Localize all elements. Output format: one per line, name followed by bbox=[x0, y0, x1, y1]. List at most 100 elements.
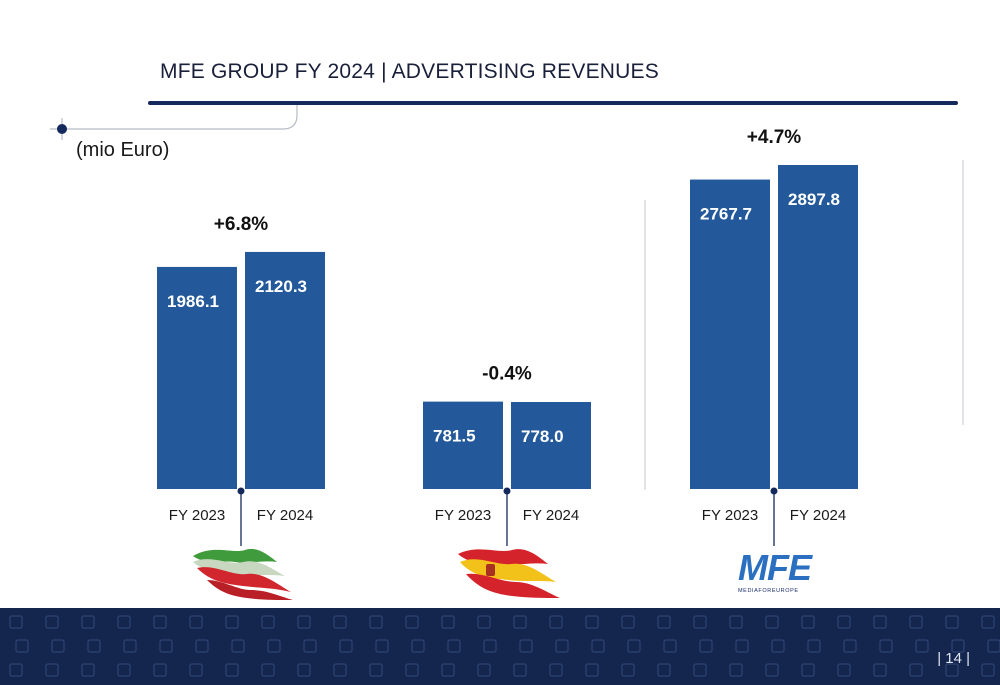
x-tick-label: FY 2023 bbox=[435, 507, 491, 524]
footer-pattern-square bbox=[987, 639, 1000, 653]
footer-band bbox=[0, 608, 1000, 685]
footer-pattern-square bbox=[765, 615, 779, 629]
x-tick-label: FY 2024 bbox=[257, 507, 313, 524]
footer-pattern-square bbox=[405, 615, 419, 629]
footer-pattern-square bbox=[837, 663, 851, 677]
footer-pattern-square bbox=[519, 639, 533, 653]
footer-pattern-square bbox=[657, 615, 671, 629]
footer-pattern-square bbox=[447, 639, 461, 653]
footer-pattern-square bbox=[699, 639, 713, 653]
footer-pattern-square bbox=[873, 615, 887, 629]
slide-title: MFE GROUP FY 2024 | ADVERTISING REVENUES bbox=[160, 60, 659, 83]
footer-pattern-square bbox=[297, 615, 311, 629]
decorative-connector bbox=[50, 105, 298, 140]
footer-pattern-square bbox=[81, 663, 95, 677]
change-label: +4.7% bbox=[747, 127, 802, 148]
italy-flag-logo bbox=[193, 548, 293, 600]
footer-pattern-square bbox=[765, 663, 779, 677]
footer-pattern-square bbox=[339, 639, 353, 653]
change-label: +6.8% bbox=[214, 214, 269, 235]
footer-pattern-square bbox=[693, 663, 707, 677]
x-tick-label: FY 2023 bbox=[169, 507, 225, 524]
mfe-logo-subtitle: MEDIAFOREUROPE bbox=[738, 588, 799, 594]
footer-pattern-square bbox=[909, 663, 923, 677]
footer-pattern-square bbox=[261, 663, 275, 677]
footer-pattern-square bbox=[945, 615, 959, 629]
footer-pattern-square bbox=[549, 663, 563, 677]
bar-value-label: 2767.7 bbox=[700, 205, 752, 224]
footer-pattern-square bbox=[801, 615, 815, 629]
footer-pattern-square bbox=[333, 663, 347, 677]
bar bbox=[157, 266, 237, 489]
page-number: | 14 | bbox=[937, 650, 970, 667]
footer-pattern-square bbox=[555, 639, 569, 653]
footer-pattern-square bbox=[909, 615, 923, 629]
bar bbox=[423, 401, 503, 489]
footer-pattern-square bbox=[303, 639, 317, 653]
group-connector-dot bbox=[770, 487, 778, 495]
mfe-logo: MFE MEDIAFOREUROPE bbox=[738, 550, 818, 600]
change-label: -0.4% bbox=[482, 364, 532, 385]
spain-flag-logo bbox=[458, 549, 560, 598]
footer-pattern-square bbox=[585, 615, 599, 629]
footer-pattern-square bbox=[663, 639, 677, 653]
footer-pattern-square bbox=[405, 663, 419, 677]
footer-pattern-square bbox=[297, 663, 311, 677]
group-connector-dot bbox=[237, 487, 245, 495]
footer-pattern-square bbox=[801, 663, 815, 677]
x-tick-label: FY 2023 bbox=[702, 507, 758, 524]
footer-pattern-square bbox=[441, 615, 455, 629]
revenue-bar-chart: 1986.1 FY 2023 2120.3 FY 2024 +6.8% 781.5 FY 2… bbox=[157, 127, 964, 546]
footer-pattern-square bbox=[807, 639, 821, 653]
bar bbox=[690, 179, 770, 490]
footer-pattern-square bbox=[621, 615, 635, 629]
footer-pattern-square bbox=[915, 639, 929, 653]
footer-pattern-square bbox=[981, 615, 995, 629]
footer-pattern-square bbox=[843, 639, 857, 653]
footer-pattern-square bbox=[837, 615, 851, 629]
group-connector-dot bbox=[503, 487, 511, 495]
bar-value-label: 2120.3 bbox=[255, 277, 307, 296]
x-tick-label: FY 2024 bbox=[790, 507, 846, 524]
footer-pattern-square bbox=[513, 663, 527, 677]
footer-pattern-square bbox=[627, 639, 641, 653]
footer-pattern-square bbox=[231, 639, 245, 653]
footer-pattern-square bbox=[621, 663, 635, 677]
footer-pattern-square bbox=[369, 663, 383, 677]
bar-value-label: 2897.8 bbox=[788, 190, 840, 209]
footer-pattern-square bbox=[477, 615, 491, 629]
footer-pattern-square bbox=[411, 639, 425, 653]
footer-pattern-square bbox=[657, 663, 671, 677]
footer-pattern-square bbox=[9, 663, 23, 677]
footer-pattern-square bbox=[585, 663, 599, 677]
footer-pattern-square bbox=[483, 639, 497, 653]
footer-pattern-square bbox=[441, 663, 455, 677]
footer-pattern-square bbox=[513, 615, 527, 629]
footer-pattern-square bbox=[945, 663, 959, 677]
footer-pattern-square bbox=[195, 639, 209, 653]
footer-pattern-square bbox=[879, 639, 893, 653]
footer-pattern-square bbox=[117, 663, 131, 677]
footer-pattern-square bbox=[735, 639, 749, 653]
bar-value-label: 1986.1 bbox=[167, 292, 219, 311]
title-underline bbox=[148, 101, 958, 105]
footer-pattern-square bbox=[951, 639, 965, 653]
bar-value-label: 778.0 bbox=[521, 427, 564, 446]
bar-value-label: 781.5 bbox=[433, 427, 476, 446]
x-tick-label: FY 2024 bbox=[523, 507, 579, 524]
footer-pattern-square bbox=[771, 639, 785, 653]
footer-pattern-square bbox=[981, 663, 995, 677]
footer-pattern-square bbox=[189, 615, 203, 629]
mfe-logo-text: MFE bbox=[738, 547, 812, 588]
footer-pattern-square bbox=[117, 615, 131, 629]
footer-pattern-square bbox=[225, 615, 239, 629]
bar bbox=[511, 402, 591, 489]
footer-pattern-square bbox=[159, 639, 173, 653]
footer-pattern-square bbox=[81, 615, 95, 629]
footer-pattern-square bbox=[261, 615, 275, 629]
footer-pattern-square bbox=[369, 615, 383, 629]
footer-pattern-square bbox=[9, 615, 23, 629]
footer-pattern-square bbox=[729, 663, 743, 677]
footer-pattern-square bbox=[153, 663, 167, 677]
footer-pattern-square bbox=[693, 615, 707, 629]
